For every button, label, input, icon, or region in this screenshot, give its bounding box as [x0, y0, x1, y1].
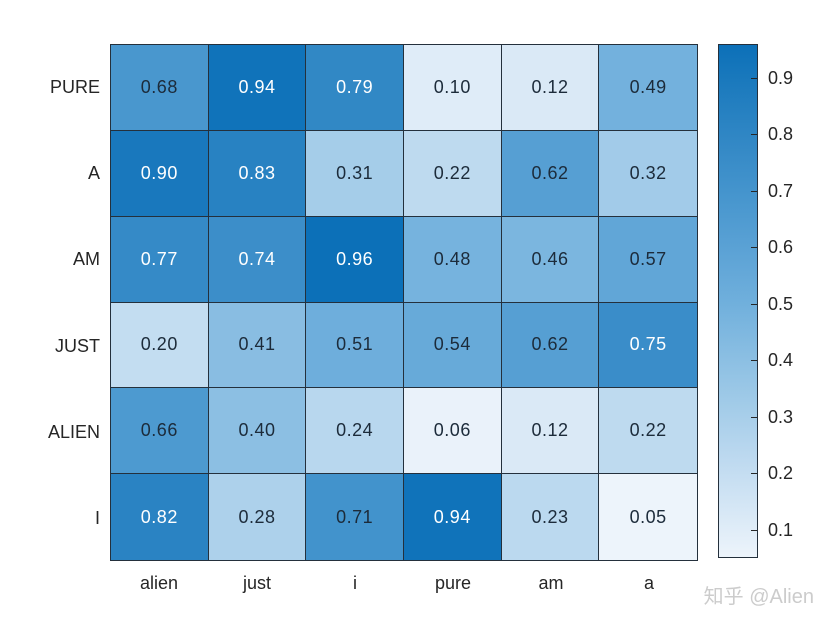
colorbar-tick-label: 0.6 — [768, 237, 794, 258]
colorbar-tick-label: 0.5 — [768, 293, 794, 314]
heatmap-cell: 0.41 — [208, 302, 307, 389]
x-axis-label: pure — [434, 573, 472, 593]
heatmap-cell: 0.40 — [208, 388, 307, 475]
heatmap-cell: 0.51 — [306, 302, 404, 389]
heatmap-cell: 0.24 — [306, 388, 404, 475]
heatmap-cell: 0.46 — [501, 216, 600, 303]
y-axis-label: ALIEN — [47, 421, 100, 442]
colorbar-tick — [751, 529, 757, 531]
y-axis-label: AM — [73, 249, 100, 270]
heatmap-cell: 0.22 — [599, 388, 697, 475]
colorbar-tick-label: 0.8 — [768, 124, 794, 145]
x-axis-label: a — [643, 573, 654, 593]
heatmap-cell: 0.48 — [403, 216, 502, 303]
heatmap-cell: 0.83 — [208, 130, 307, 217]
heatmap-cell: 0.28 — [208, 474, 307, 560]
x-axis-label: am — [538, 573, 564, 593]
colorbar-tick — [751, 134, 757, 136]
heatmap-cell: 0.71 — [306, 474, 404, 560]
colorbar-tick-label: 0.7 — [768, 180, 794, 201]
heatmap-cell: 0.94 — [403, 474, 502, 560]
heatmap-cell: 0.62 — [501, 302, 600, 389]
heatmap-cell: 0.06 — [403, 388, 502, 475]
heatmap-cell: 0.79 — [306, 45, 404, 131]
heatmap-cell: 0.23 — [501, 474, 600, 560]
heatmap-cell: 0.49 — [599, 45, 697, 131]
colorbar-tick — [751, 360, 757, 362]
heatmap-cell: 0.20 — [111, 302, 209, 389]
colorbar-gradient — [718, 44, 758, 558]
y-axis-label: A — [87, 163, 100, 184]
heatmap-cell: 0.82 — [111, 474, 209, 560]
heatmap-cell: 0.10 — [403, 45, 502, 131]
y-axis-label: PURE — [49, 77, 100, 98]
y-axis-label: I — [94, 507, 100, 528]
colorbar-tick-label: 0.2 — [768, 463, 794, 484]
heatmap-cell: 0.57 — [599, 216, 697, 303]
colorbar-tick-label: 0.4 — [768, 350, 794, 371]
heatmap-cell: 0.66 — [111, 388, 209, 475]
heatmap-cell: 0.62 — [501, 130, 600, 217]
colorbar-tick-label: 0.9 — [768, 67, 794, 88]
heatmap-cell: 0.68 — [111, 45, 209, 131]
y-axis-label: JUST — [55, 335, 100, 356]
colorbar-tick — [751, 77, 757, 79]
colorbar-tick — [751, 303, 757, 305]
x-axis-label: just — [242, 573, 271, 593]
heatmap-cell: 0.96 — [306, 216, 404, 303]
heatmap-cell: 0.32 — [599, 130, 697, 217]
heatmap-cell: 0.31 — [306, 130, 404, 217]
heatmap-cell: 0.12 — [501, 388, 600, 475]
colorbar-tick — [751, 416, 757, 418]
colorbar-tick-label: 0.3 — [768, 406, 794, 427]
colorbar-tick — [751, 247, 757, 249]
heatmap-cell: 0.74 — [208, 216, 307, 303]
x-axis-label: alien — [139, 573, 179, 593]
colorbar-tick-label: 0.1 — [768, 519, 794, 540]
heatmap-cell: 0.77 — [111, 216, 209, 303]
colorbar-tick — [751, 190, 757, 192]
heatmap-cell: 0.75 — [599, 302, 697, 389]
heatmap-cell: 0.94 — [208, 45, 307, 131]
heatmap-cell: 0.22 — [403, 130, 502, 217]
heatmap-cell: 0.12 — [501, 45, 600, 131]
x-axis-label: i — [353, 573, 357, 593]
watermark: 知乎 @Alien — [703, 586, 814, 608]
heatmap-cell: 0.05 — [599, 474, 697, 560]
heatmap-grid: 0.68 0.94 0.79 0.10 0.12 0.49 0.90 0.83 0.31 0.22… — [110, 44, 698, 561]
colorbar-tick — [751, 473, 757, 475]
heatmap-cell: 0.90 — [111, 130, 209, 217]
heatmap-cell: 0.54 — [403, 302, 502, 389]
